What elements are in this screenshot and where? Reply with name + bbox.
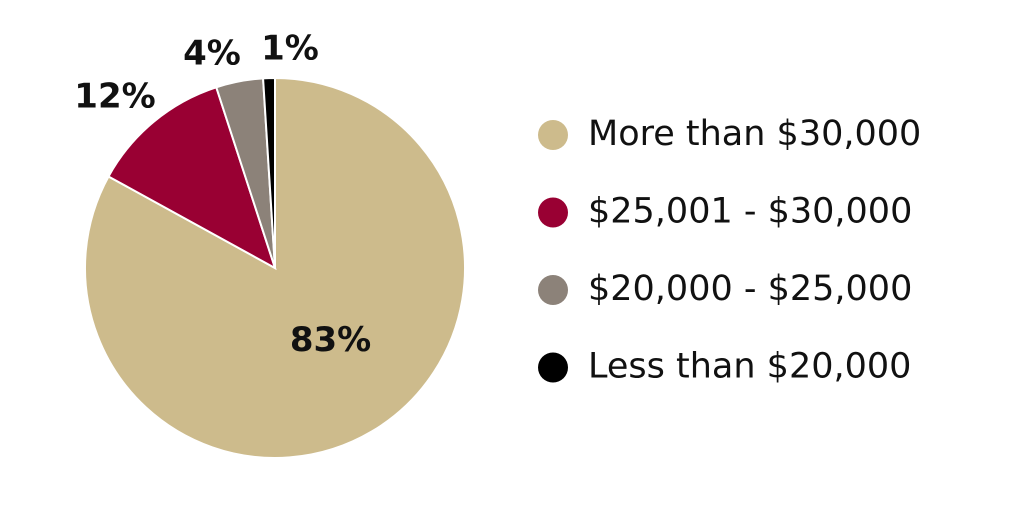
legend-marker [538, 197, 568, 228]
legend-label: More than $30,000 [588, 114, 921, 154]
data-label: 4% [183, 34, 241, 74]
legend-marker [538, 352, 568, 383]
legend-label: $20,000 - $25,000 [588, 269, 912, 309]
legend-marker [538, 275, 568, 305]
data-label: 12% [74, 77, 155, 117]
legend-marker [538, 120, 568, 150]
legend-label: Less than $20,000 [588, 347, 911, 387]
pie-slice [262, 76, 276, 269]
pie-slice [107, 86, 277, 271]
data-label: 1% [261, 29, 319, 69]
data-label: 83% [290, 320, 371, 360]
legend-label: $25,001 - $30,000 [588, 192, 912, 232]
